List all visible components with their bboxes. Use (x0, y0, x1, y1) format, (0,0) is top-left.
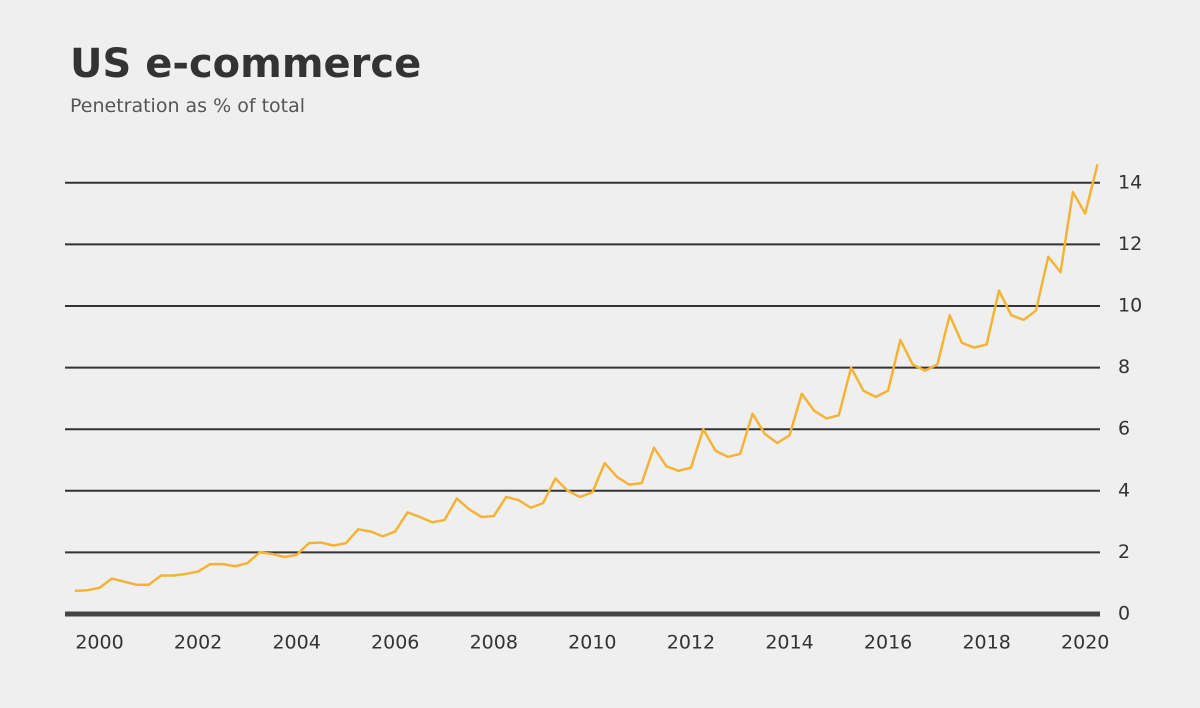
y-tick-label: 10 (1118, 295, 1142, 317)
x-tick-label: 2006 (371, 632, 419, 654)
x-tick-label: 2012 (667, 632, 715, 654)
x-tick-label: 2018 (962, 632, 1010, 654)
y-tick-label: 0 (1118, 603, 1130, 625)
x-tick-label: 2004 (272, 632, 320, 654)
y-tick-label: 14 (1118, 171, 1142, 193)
x-tick-label: 2002 (174, 632, 222, 654)
x-tick-label: 2010 (568, 632, 616, 654)
chart-title: US e-commerce (70, 41, 421, 87)
y-tick-label: 8 (1118, 356, 1130, 378)
y-tick-label: 4 (1118, 479, 1130, 501)
x-tick-label: 2020 (1061, 632, 1109, 654)
x-tick-label: 2000 (75, 632, 123, 654)
y-tick-label: 6 (1118, 418, 1130, 440)
x-tick-label: 2014 (765, 632, 813, 654)
chart-subtitle: Penetration as % of total (70, 95, 305, 117)
x-tick-label: 2016 (864, 632, 912, 654)
data-line (74, 164, 1099, 593)
x-tick-label: 2008 (470, 632, 518, 654)
y-tick-label: 12 (1118, 233, 1142, 255)
y-tick-label: 2 (1118, 541, 1130, 563)
